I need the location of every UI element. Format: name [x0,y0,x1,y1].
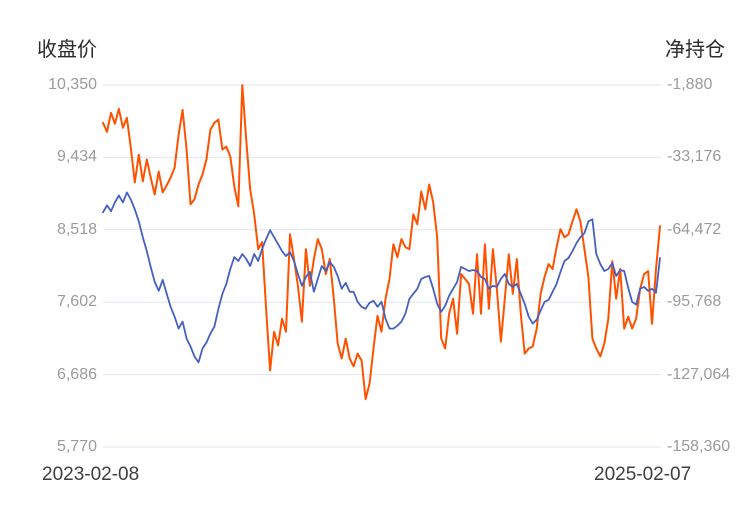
right-axis-tick-label: -64,472 [667,220,722,238]
left-axis-tick-label: 5,770 [56,438,97,455]
left-axis-title: 收盘价 [37,39,97,61]
price-line-series [102,191,661,364]
left-axis-tick-label: 6,686 [56,365,97,383]
gridlines [103,84,661,448]
right-axis-title: 净持仓 [665,39,725,61]
x-axis-start-date: 2023-02-08 [42,464,140,485]
x-axis-end-date: 2025-02-07 [594,464,692,485]
net-position-line-series [102,84,661,401]
right-axis-tick-label: -95,768 [667,293,722,311]
left-axis-tick-label: 10,350 [48,76,97,93]
left-axis-tick-label: 9,434 [56,148,97,166]
right-axis-tick-label: -1,880 [667,76,713,93]
left-axis-tick-label: 7,602 [56,293,97,311]
right-axis-tick-label: -158,360 [667,438,731,455]
right-axis-tick-label: -33,176 [667,148,722,166]
left-axis-tick-label: 8,518 [56,220,97,238]
right-axis-tick-label: -127,064 [667,365,731,383]
